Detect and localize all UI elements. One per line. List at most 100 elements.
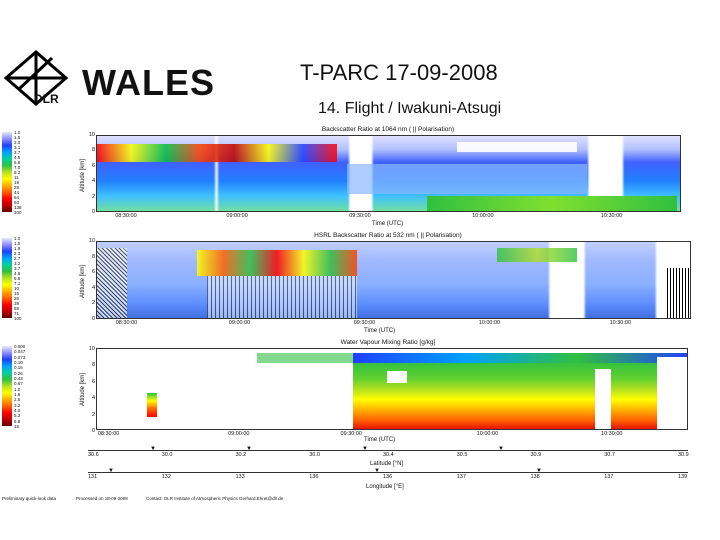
y-tick-label: 10	[88, 238, 95, 244]
latitude-tick-label: 30.2	[235, 452, 247, 458]
colorbar-value: 39	[14, 301, 20, 306]
x-tick-label: 09:30:00	[353, 320, 376, 326]
y-tick-label: 2	[91, 411, 95, 418]
latitude-ticks: 30.6 30.0 30.2 30.0 30.4 30.5 30.9 30.7 30.9	[88, 452, 689, 460]
panel1-plot	[96, 135, 681, 212]
panel3-colorbar-labels: 0.000 0.047 0.073 0.10 0.16 0.26 0.43 0.67 1.0 1.…	[14, 344, 44, 429]
panel3-colorbar	[2, 346, 12, 426]
panel2-xticks: 08:30:00 09:00:00 09:30:00 10:00:00 10:30:00	[96, 319, 691, 327]
colorbar-value: 19	[14, 180, 20, 185]
y-tick-label: 4	[91, 178, 95, 185]
panel2-yticks: 0 2 4 6 8 10	[88, 238, 96, 322]
panel3-gap-1	[387, 371, 407, 383]
colorbar-value: 0.26	[14, 370, 23, 376]
y-tick-label: 2	[91, 300, 95, 307]
x-tick-label: 08:30:00	[97, 431, 120, 437]
x-tick-label: 10:30:00	[609, 320, 632, 326]
panel3-yticks: 0 2 4 6 8 10	[88, 346, 96, 434]
x-tick-label: 10:30:00	[600, 213, 623, 219]
colorbar-value: 7.1	[14, 281, 21, 286]
dlr-logo-icon	[3, 50, 69, 106]
panel1-colorbar	[2, 132, 12, 212]
panel3-xlabel: Time (UTC)	[364, 437, 396, 443]
panel1-bottom-layer	[427, 196, 677, 211]
panel1-colorbar-labels: 1.0 1.5 2.0 3.1 3.7 4.5 5.8 7.0 8.2 11 19 28 44 64 93 1…	[14, 130, 44, 215]
y-tick-label: 6	[91, 269, 95, 276]
longitude-tick-label: 131	[88, 474, 98, 480]
panel2-shadow-region	[207, 276, 357, 318]
colorbar-value: 15	[14, 424, 20, 429]
colorbar-value: 3.2	[14, 402, 21, 408]
latitude-tick-label: 30.9	[530, 452, 542, 458]
longitude-tick-label: 132	[161, 474, 171, 480]
latitude-tick-label: 30.0	[309, 452, 320, 458]
colorbar-value: 0.10	[14, 360, 23, 365]
marker-6-icon: ▼	[374, 468, 380, 474]
logo-text: DLR	[34, 92, 59, 106]
y-tick-label: 10	[88, 346, 95, 352]
latitude-tick-label: 30.7	[604, 452, 615, 458]
x-tick-label: 09:30:00	[349, 213, 371, 219]
colorbar-value: 44	[14, 190, 20, 195]
longitude-label: Longitude [°E]	[366, 484, 404, 490]
panel2-xlabel: Time (UTC)	[364, 328, 396, 334]
panel2-cloud-layer	[197, 250, 357, 276]
marker-7-icon: ▼	[536, 468, 542, 474]
colorbar-value: 2.3	[14, 251, 21, 256]
colorbar-value: 6.8	[14, 418, 21, 424]
colorbar-value: 3.7	[14, 266, 21, 271]
panel2-title: HSRL Backscatter Ratio at 532 nm ( || Po…	[314, 232, 462, 239]
colorbar-value: 1.5	[14, 241, 21, 246]
colorbar-value: 93	[14, 200, 20, 205]
colorbar-value: 26	[14, 296, 20, 301]
colorbar-value: 4.6	[14, 271, 21, 276]
latitude-tick-label: 30.4	[383, 452, 394, 458]
colorbar-value: 64	[14, 195, 20, 200]
panel3-ylabel: Altitude [km]	[80, 372, 86, 406]
x-tick-label: 10:00:00	[472, 213, 494, 219]
page-title: T-PARC 17-09-2008	[300, 60, 498, 85]
colorbar-value: 3.1	[14, 145, 21, 150]
colorbar-value: 2.7	[14, 256, 21, 261]
colorbar-value: 200	[14, 210, 22, 215]
longitude-axis-line	[88, 472, 688, 473]
colorbar-value: 28	[14, 185, 20, 190]
colorbar-value: 7.0	[14, 165, 21, 170]
panel1-xticks: 08:30:00 09:00:00 09:30:00 10:00:00 10:30:00	[96, 212, 681, 220]
longitude-tick-label: 136	[309, 474, 319, 480]
brand-title: WALES	[82, 62, 216, 103]
panel1-xlabel: Time (UTC)	[372, 221, 404, 227]
marker-3-icon: ▼	[362, 446, 368, 452]
panel3-gap-2	[595, 369, 611, 429]
colorbar-value: 0.073	[14, 354, 26, 360]
marker-5-icon: ▼	[108, 468, 114, 474]
panel1-yticks: 0 2 4 6 8 10	[88, 132, 96, 215]
panel1-white-band	[457, 142, 577, 152]
footer-contact: Contact: DLR Institute of Atmospheric Ph…	[146, 496, 284, 501]
page-subtitle: 14. Flight / Iwakuni-Atsugi	[318, 100, 502, 117]
y-tick-label: 0	[91, 209, 95, 215]
colorbar-value: 2.0	[14, 140, 21, 145]
latitude-tick-label: 30.6	[88, 452, 99, 458]
y-tick-label: 6	[91, 162, 95, 169]
colorbar-value: 71	[14, 311, 20, 316]
panel3-title: Water Vapour Mixing Ratio [g/kg]	[340, 339, 436, 346]
colorbar-value: 0.047	[14, 349, 26, 355]
panel3-xticks: 08:30:00 09:00:00 09:30:00 10:00:00 10:30:00	[96, 430, 688, 438]
colorbar-value: 1.9	[14, 246, 21, 251]
colorbar-value: 1.0	[14, 236, 21, 241]
footer-processed: Processed on 18-09-2008	[76, 496, 128, 501]
x-tick-label: 10:00:00	[476, 431, 499, 437]
panel2-plot	[96, 241, 691, 319]
colorbar-value: 10	[14, 286, 20, 291]
longitude-ticks: 131 132 133 136 136 137 138 137 139	[88, 474, 688, 482]
panel2-colorbar	[2, 238, 12, 318]
colorbar-value: 4.5	[14, 155, 21, 160]
panel1-cloud-layer	[97, 144, 337, 162]
colorbar-value: 0.67	[14, 381, 23, 387]
latitude-axis-line	[88, 450, 688, 451]
colorbar-value: 1.5	[14, 135, 21, 140]
y-tick-label: 10	[88, 132, 95, 138]
marker-2-icon: ▼	[246, 446, 252, 452]
panel1-lower-layer	[347, 164, 587, 194]
